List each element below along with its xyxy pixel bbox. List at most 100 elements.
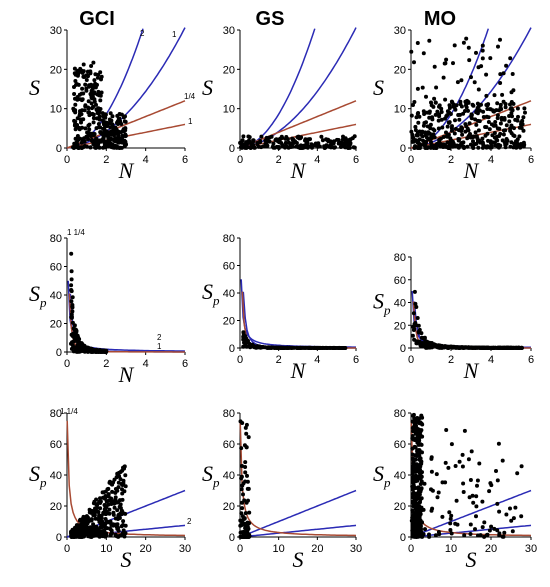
data-point <box>267 139 272 144</box>
data-point <box>244 422 249 427</box>
model-curve <box>239 489 357 538</box>
data-point <box>246 534 251 539</box>
data-point <box>461 490 466 494</box>
data-point <box>240 464 244 468</box>
data-point <box>123 473 128 478</box>
data-point <box>104 533 109 538</box>
data-point <box>420 434 425 439</box>
data-point <box>466 100 471 104</box>
data-point <box>434 85 439 90</box>
data-point <box>322 144 327 149</box>
data-point <box>84 88 89 93</box>
data-point <box>323 345 328 350</box>
data-point <box>312 143 317 148</box>
data-point <box>83 126 88 131</box>
y-axis-label: S <box>373 75 384 100</box>
x-tick-label: 10 <box>273 543 285 555</box>
x-tick-label: 0 <box>237 154 243 166</box>
data-point <box>70 295 75 300</box>
data-point <box>448 528 453 532</box>
data-point <box>521 115 526 120</box>
data-point <box>239 487 244 492</box>
data-point <box>440 480 445 485</box>
data-point <box>439 110 444 114</box>
y-tick-label: 80 <box>394 408 406 420</box>
data-point <box>463 129 468 134</box>
data-point <box>411 524 416 529</box>
data-point <box>97 519 102 524</box>
data-point <box>113 490 118 495</box>
model-curve <box>411 291 531 348</box>
data-point <box>75 336 80 341</box>
data-point <box>452 43 457 48</box>
data-point <box>416 433 421 438</box>
data-point <box>475 478 480 483</box>
data-point <box>495 126 500 131</box>
data-point <box>69 251 74 256</box>
data-point <box>419 415 424 420</box>
x-tick-label: 4 <box>488 354 494 366</box>
x-tick-label: 6 <box>528 154 534 166</box>
data-point <box>332 139 337 144</box>
data-point <box>101 511 106 516</box>
data-point <box>417 421 422 426</box>
data-point <box>337 141 342 146</box>
data-point <box>460 452 465 457</box>
data-point <box>416 111 421 115</box>
data-point <box>92 99 97 104</box>
data-point <box>89 92 94 97</box>
data-point <box>69 299 74 304</box>
data-point <box>413 144 417 149</box>
y-axis-label: S <box>202 461 213 486</box>
data-point <box>417 464 422 469</box>
data-point <box>111 512 116 517</box>
data-point <box>416 453 421 458</box>
data-point <box>82 139 87 144</box>
y-tick-label: 0 <box>400 532 406 544</box>
data-point <box>115 534 120 539</box>
data-point <box>487 528 492 533</box>
x-tick-label: 0 <box>237 543 243 555</box>
y-tick-label: 10 <box>50 104 62 116</box>
data-point <box>411 461 416 466</box>
data-point <box>496 345 501 350</box>
data-point <box>409 113 414 118</box>
data-point <box>429 508 434 513</box>
data-point <box>107 520 112 525</box>
data-point <box>466 108 470 113</box>
data-point <box>437 532 442 537</box>
data-point <box>479 64 484 69</box>
y-tick-label: 20 <box>223 316 235 328</box>
data-point <box>98 496 102 501</box>
x-axis-label: N <box>118 362 135 387</box>
data-point <box>246 486 251 491</box>
data-point <box>461 140 466 145</box>
data-point <box>81 91 86 96</box>
data-point <box>449 531 454 536</box>
y-tick-label: 20 <box>223 501 235 513</box>
y-tick-label: 40 <box>394 470 406 482</box>
curve-label: 1 <box>188 117 193 126</box>
data-point <box>422 335 427 340</box>
data-point <box>415 494 420 499</box>
data-point <box>411 413 416 418</box>
y-tick-label: 60 <box>394 439 406 451</box>
data-point <box>86 529 91 534</box>
data-point <box>507 345 512 350</box>
data-point <box>449 513 454 518</box>
data-point <box>461 111 466 116</box>
data-point <box>451 61 455 66</box>
data-point <box>511 88 516 93</box>
data-point <box>522 142 527 147</box>
data-point <box>485 144 490 149</box>
model-curve <box>241 291 356 349</box>
data-point <box>118 119 123 124</box>
data-point <box>328 145 333 150</box>
data-point <box>480 525 485 530</box>
x-tick-label: 20 <box>311 543 323 555</box>
data-point <box>98 139 103 144</box>
data-point <box>511 516 516 521</box>
data-point <box>109 532 113 537</box>
y-axis-label-subscript: p <box>39 475 47 490</box>
data-point <box>73 79 78 83</box>
